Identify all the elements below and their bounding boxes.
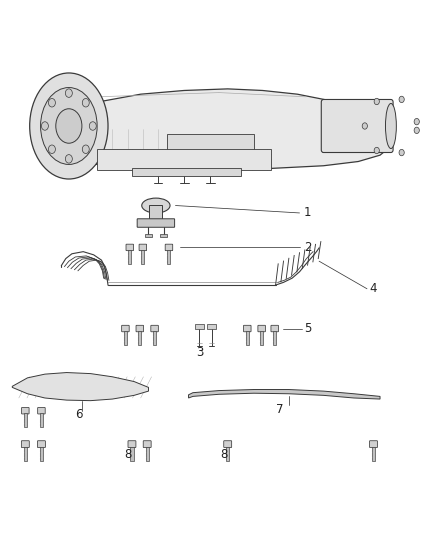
Text: 2: 2 (304, 241, 311, 254)
Bar (24, 447, 27, 461)
FancyBboxPatch shape (145, 233, 152, 237)
Bar (145, 447, 149, 461)
Ellipse shape (30, 73, 108, 179)
Ellipse shape (142, 198, 170, 213)
Circle shape (414, 118, 419, 125)
Bar (226, 447, 229, 461)
Ellipse shape (385, 103, 396, 149)
Bar (246, 331, 249, 345)
FancyBboxPatch shape (258, 325, 265, 332)
Circle shape (49, 99, 55, 107)
Circle shape (374, 147, 379, 154)
FancyBboxPatch shape (126, 244, 134, 251)
Bar (372, 447, 375, 461)
Circle shape (42, 122, 48, 130)
FancyBboxPatch shape (21, 441, 29, 448)
FancyBboxPatch shape (195, 324, 204, 329)
FancyBboxPatch shape (149, 205, 162, 220)
Bar (167, 250, 170, 264)
Ellipse shape (56, 109, 82, 143)
FancyBboxPatch shape (160, 233, 167, 237)
FancyBboxPatch shape (165, 244, 173, 251)
Polygon shape (12, 373, 148, 401)
FancyBboxPatch shape (136, 325, 144, 332)
FancyBboxPatch shape (143, 441, 151, 448)
Circle shape (82, 145, 89, 154)
Text: 1: 1 (304, 206, 311, 220)
Text: 7: 7 (276, 403, 283, 416)
Bar (40, 447, 43, 461)
Bar (141, 250, 144, 264)
Circle shape (65, 155, 72, 163)
FancyBboxPatch shape (244, 325, 251, 332)
Polygon shape (41, 89, 393, 170)
Circle shape (362, 123, 367, 129)
Circle shape (65, 89, 72, 98)
Bar (24, 414, 27, 427)
Bar (128, 250, 131, 264)
Text: 8: 8 (220, 448, 228, 461)
Circle shape (89, 122, 96, 130)
FancyBboxPatch shape (151, 325, 159, 332)
Bar (260, 331, 263, 345)
Circle shape (374, 98, 379, 104)
FancyBboxPatch shape (224, 441, 232, 448)
Circle shape (414, 127, 419, 134)
FancyBboxPatch shape (321, 100, 393, 152)
FancyBboxPatch shape (38, 408, 45, 414)
FancyBboxPatch shape (137, 219, 175, 227)
FancyBboxPatch shape (370, 441, 378, 448)
Polygon shape (188, 390, 380, 399)
Bar (124, 331, 127, 345)
FancyBboxPatch shape (139, 244, 147, 251)
Text: 3: 3 (196, 346, 204, 359)
Bar (138, 331, 141, 345)
FancyBboxPatch shape (38, 441, 46, 448)
FancyBboxPatch shape (271, 325, 279, 332)
Text: 4: 4 (369, 282, 377, 295)
Bar (273, 331, 276, 345)
Bar (40, 414, 43, 427)
Ellipse shape (41, 87, 97, 165)
FancyBboxPatch shape (167, 134, 254, 166)
Bar (153, 331, 156, 345)
Text: 5: 5 (304, 322, 311, 335)
FancyBboxPatch shape (21, 408, 29, 414)
Circle shape (399, 96, 404, 102)
Bar (131, 447, 134, 461)
FancyBboxPatch shape (132, 168, 241, 176)
FancyBboxPatch shape (122, 325, 129, 332)
Circle shape (49, 145, 55, 154)
FancyBboxPatch shape (97, 149, 271, 170)
Text: 6: 6 (75, 408, 83, 422)
FancyBboxPatch shape (207, 324, 216, 329)
FancyBboxPatch shape (128, 441, 136, 448)
Text: 8: 8 (124, 448, 132, 461)
Circle shape (399, 149, 404, 156)
Circle shape (82, 99, 89, 107)
